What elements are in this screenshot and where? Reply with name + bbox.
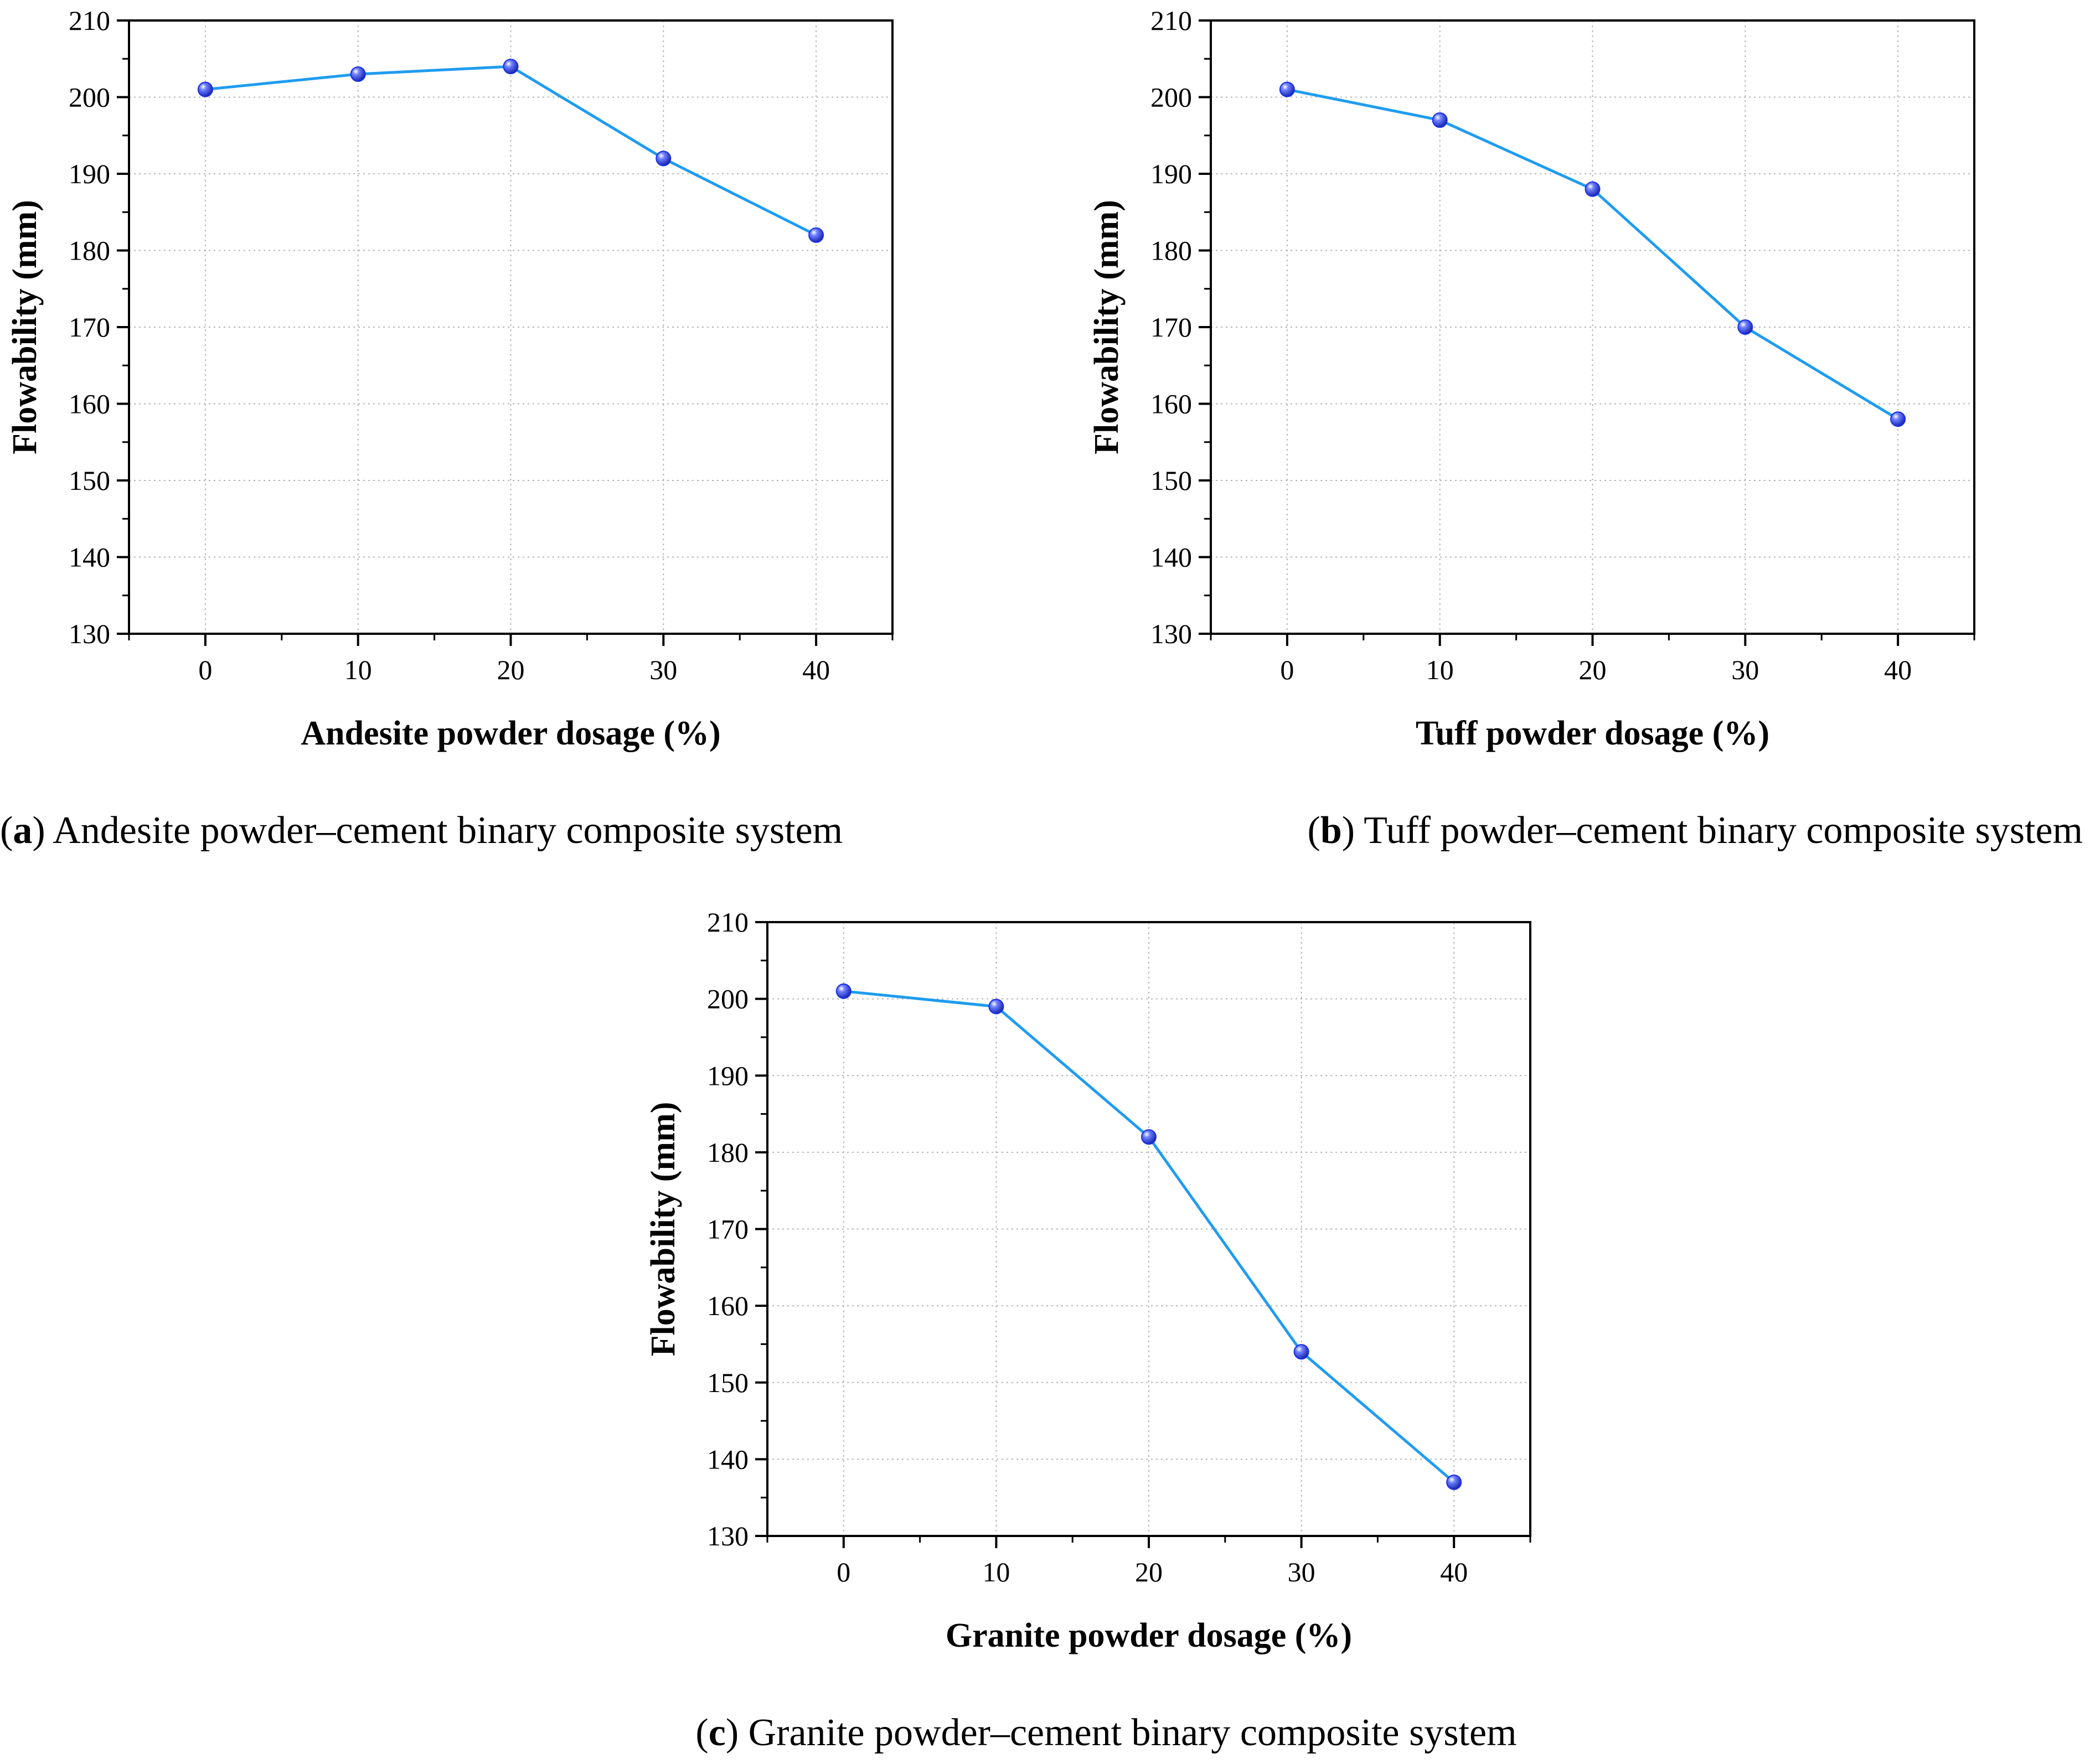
- chart-andesite-ytick-label: 160: [69, 389, 110, 420]
- chart-granite-data-point: [988, 999, 1004, 1015]
- chart-andesite-line-segment: [662, 157, 818, 237]
- chart-granite-x-axis-title: Granite powder dosage (%): [946, 1617, 1352, 1654]
- chart-granite-data-point: [1446, 1474, 1462, 1490]
- caption-a: (a) Andesite powder–cement binary compos…: [0, 809, 843, 852]
- chart-granite-xtick-label: 30: [1288, 1556, 1315, 1587]
- chart-andesite-line-segment: [357, 65, 512, 76]
- chart-tuff-data-point: [1890, 411, 1906, 427]
- chart-andesite-xtick-label: 20: [497, 654, 525, 685]
- chart-andesite-data-point: [656, 151, 672, 167]
- chart-granite-ytick-label: 140: [707, 1444, 749, 1475]
- chart-andesite-data-point: [350, 66, 366, 82]
- caption-a-text: Andesite powder–cement binary composite …: [45, 809, 843, 852]
- chart-granite-ytick-label: 200: [707, 984, 749, 1015]
- chart-tuff-y-axis-title: Flowability (mm): [1088, 200, 1126, 454]
- chart-andesite-xtick-label: 30: [649, 654, 677, 685]
- chart-andesite-y-axis-title: Flowability (mm): [6, 200, 44, 454]
- chart-tuff-ytick-label: 210: [1150, 5, 1192, 36]
- chart-andesite-x-axis-title: Andesite powder dosage (%): [301, 715, 720, 752]
- chart-granite-line-segment: [1147, 1135, 1303, 1353]
- chart-tuff-xtick-label: 40: [1884, 654, 1912, 685]
- chart-tuff-ytick-label: 160: [1150, 389, 1192, 420]
- chart-andesite-data-point: [197, 81, 213, 97]
- chart-granite-ytick-label: 210: [707, 907, 749, 938]
- chart-granite-ytick-label: 130: [707, 1520, 749, 1551]
- chart-tuff-line-segment: [1591, 188, 1747, 329]
- chart-andesite-line-segment: [509, 65, 665, 160]
- chart-andesite-ytick-label: 190: [69, 158, 110, 189]
- chart-tuff-xtick-label: 0: [1280, 654, 1294, 685]
- chart-granite-xtick-label: 0: [837, 1556, 850, 1587]
- chart-andesite-ytick-label: 130: [69, 618, 110, 649]
- chart-andesite: 130 140 150 160 170 180 190 200 210 0 10 20 30 40 Ande…: [6, 5, 894, 752]
- chart-tuff: 130 140 150 160 170 180 190 200 210 0 10 20 30 40 Tuff…: [1088, 5, 1975, 752]
- chart-tuff-xtick-label: 10: [1426, 654, 1454, 685]
- chart-granite-xtick-label: 40: [1440, 1556, 1468, 1587]
- chart-andesite-ytick-label: 170: [69, 312, 110, 343]
- caption-c-text: Granite powder–cement binary composite s…: [739, 1711, 1516, 1754]
- chart-tuff-ytick-label: 180: [1150, 235, 1192, 266]
- chart-granite-xtick-label: 10: [982, 1556, 1010, 1587]
- chart-granite-ytick-label: 180: [707, 1137, 749, 1168]
- chart-tuff-ytick-label: 140: [1150, 542, 1192, 573]
- chart-granite-ytick-label: 160: [707, 1290, 749, 1321]
- caption-c-letter: c: [709, 1711, 726, 1754]
- chart-tuff-ytick-label: 190: [1150, 158, 1192, 189]
- chart-tuff-ytick-label: 170: [1150, 312, 1192, 343]
- chart-tuff-ytick-label: 130: [1150, 618, 1192, 649]
- chart-tuff-data-point: [1432, 112, 1448, 128]
- chart-granite-line-segment: [994, 1005, 1150, 1139]
- chart-tuff-ytick-label: 200: [1150, 82, 1192, 113]
- chart-granite: 130 140 150 160 170 180 190 200 210 0 10 20 30 40 Gran…: [644, 907, 1531, 1654]
- chart-granite-line-segment: [1300, 1350, 1456, 1484]
- chart-tuff-data-point: [1585, 181, 1601, 197]
- chart-tuff-line-segment: [1743, 325, 1900, 421]
- chart-andesite-ytick-label: 140: [69, 542, 110, 573]
- chart-andesite-xtick-label: 10: [344, 654, 372, 685]
- chart-granite-data-point: [1141, 1129, 1157, 1145]
- chart-granite-ytick-label: 170: [707, 1214, 749, 1245]
- chart-granite-ytick-label: 190: [707, 1060, 749, 1091]
- chart-granite-line-segment: [842, 990, 998, 1008]
- chart-tuff-xtick-label: 30: [1731, 654, 1759, 685]
- chart-andesite-ytick-label: 200: [69, 82, 110, 113]
- chart-tuff-line-segment: [1286, 88, 1442, 122]
- chart-tuff-ytick-label: 150: [1150, 465, 1192, 496]
- chart-tuff-xtick-label: 20: [1579, 654, 1607, 685]
- chart-andesite-xtick-label: 40: [802, 654, 830, 685]
- caption-b: (b) Tuff powder–cement binary composite …: [1308, 809, 2083, 852]
- chart-andesite-data-point: [808, 227, 824, 243]
- chart-tuff-data-point: [1279, 81, 1295, 97]
- caption-b-text: Tuff powder–cement binary composite syst…: [1355, 809, 2083, 852]
- chart-granite-xtick-label: 20: [1135, 1556, 1163, 1587]
- chart-granite-data-point: [835, 983, 852, 999]
- chart-andesite-ytick-label: 180: [69, 235, 110, 266]
- chart-tuff-x-axis-title: Tuff powder dosage (%): [1416, 715, 1769, 752]
- caption-b-letter: b: [1320, 809, 1342, 852]
- caption-c: (c) Granite powder–cement binary composi…: [695, 1711, 1516, 1754]
- chart-andesite-ytick-label: 210: [69, 5, 110, 36]
- chart-granite-ytick-label: 150: [707, 1367, 749, 1398]
- chart-andesite-ytick-label: 150: [69, 465, 110, 496]
- chart-andesite-data-point: [503, 59, 519, 75]
- chart-granite-data-point: [1293, 1344, 1309, 1360]
- chart-tuff-line-segment: [1438, 118, 1594, 191]
- chart-andesite-xtick-label: 0: [198, 654, 212, 685]
- chart-granite-y-axis-title: Flowability (mm): [644, 1102, 682, 1357]
- chart-tuff-data-point: [1737, 319, 1753, 335]
- caption-a-letter: a: [13, 809, 32, 852]
- chart-andesite-line-segment: [204, 73, 360, 91]
